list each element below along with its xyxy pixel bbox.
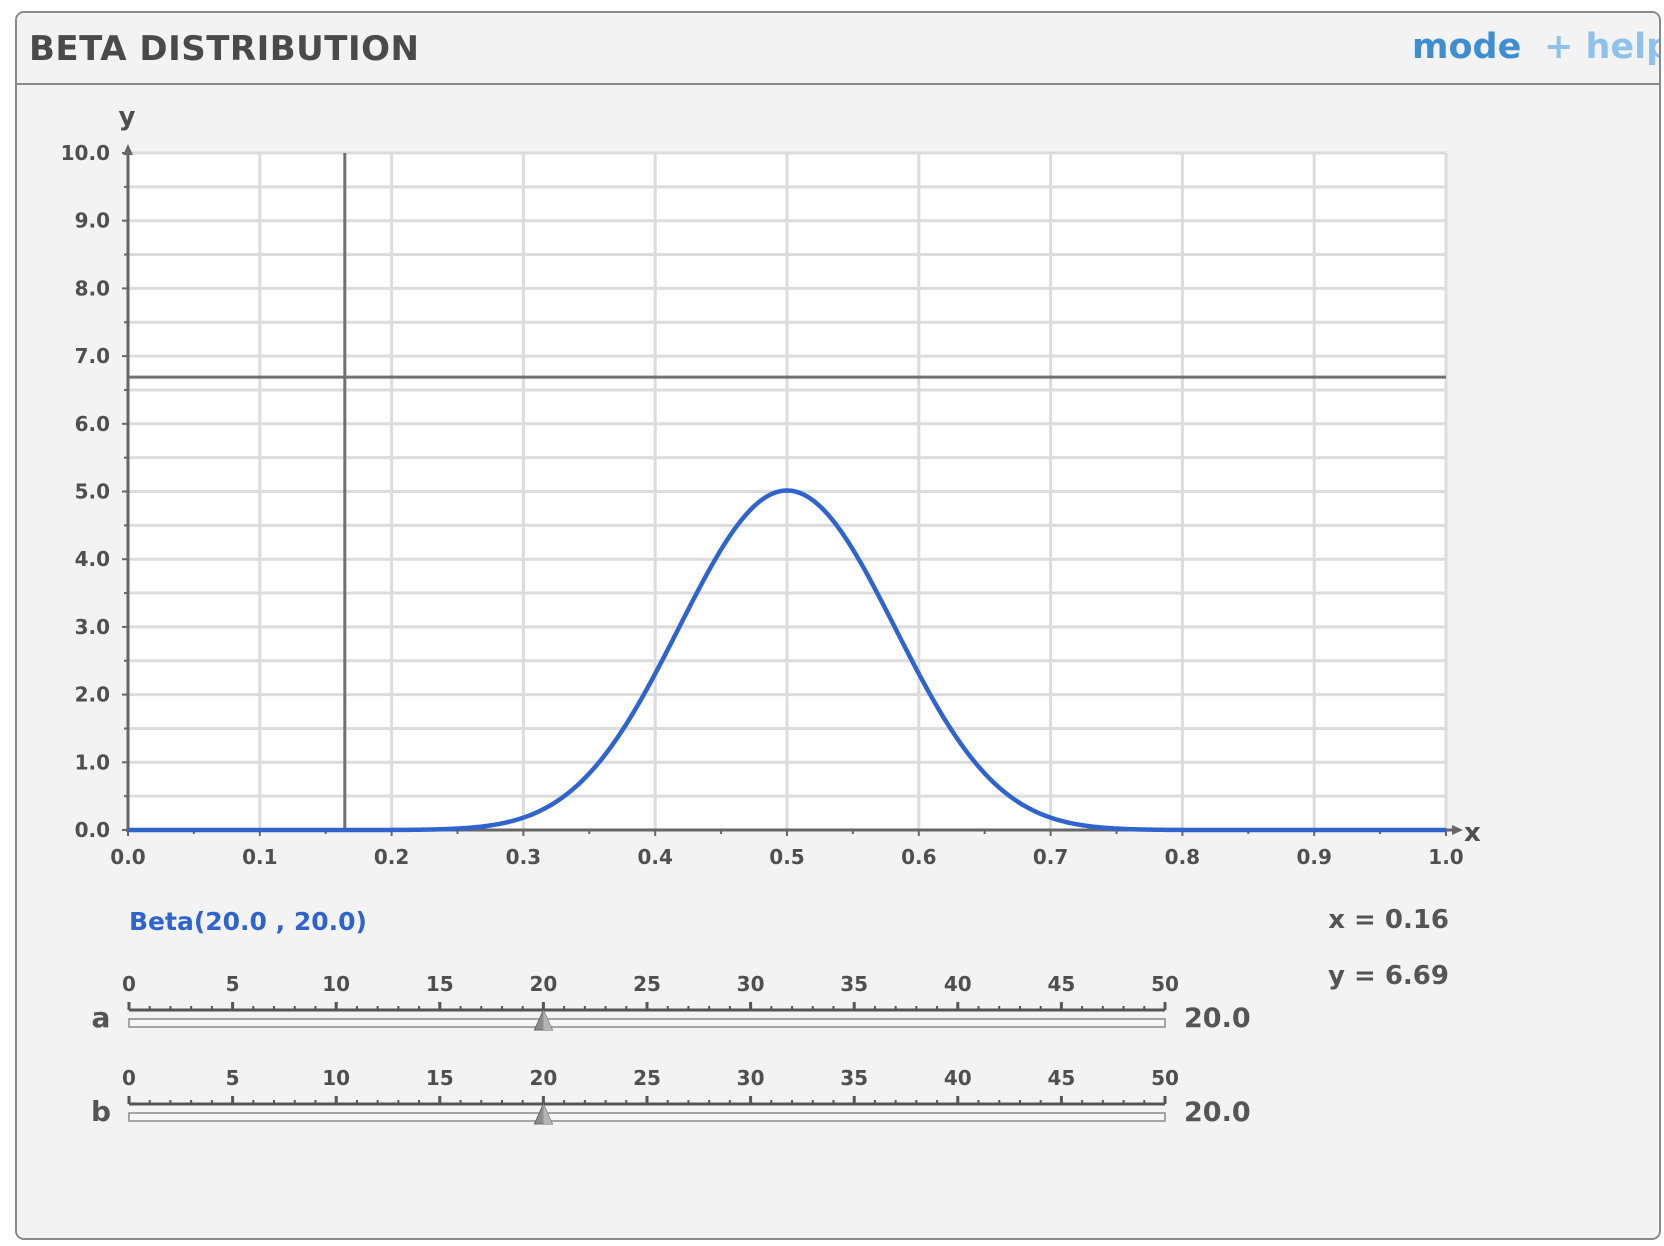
mode-link[interactable]: mode bbox=[1412, 27, 1522, 67]
parameter-sliders: 0 5 10 15 20 25 30 35 40 45 50 a 20.0 0 5 10 15 20 25 30 35 4… bbox=[91, 972, 1251, 1128]
slider-tick-label: 45 bbox=[1047, 972, 1075, 996]
slider-tick-label: 10 bbox=[322, 972, 350, 996]
title-bar: BETA DISTRIBUTION mode + help bbox=[17, 13, 1659, 85]
slider-tick-label: 35 bbox=[840, 972, 868, 996]
page-title: BETA DISTRIBUTION bbox=[29, 29, 420, 69]
slider-value-text: 20.0 bbox=[1184, 1097, 1251, 1128]
x-tick-label: 0.8 bbox=[1165, 845, 1200, 869]
x-tick-label: 0.0 bbox=[110, 845, 145, 869]
slider-tick-label: 25 bbox=[633, 972, 661, 996]
slider-value-text: 20.0 bbox=[1184, 1003, 1251, 1034]
x-tick-label: 0.5 bbox=[769, 845, 804, 869]
slider-tick-label: 0 bbox=[122, 1066, 136, 1090]
y-axis-label: y bbox=[119, 102, 136, 132]
x-axis-label: x bbox=[1464, 818, 1481, 848]
y-readout: y = 6.69 bbox=[1328, 961, 1449, 991]
y-tick-label: 4.0 bbox=[75, 547, 110, 571]
y-tick-label: 8.0 bbox=[75, 276, 110, 300]
slider-tick-label: 15 bbox=[426, 1066, 454, 1090]
slider-tick-label: 20 bbox=[529, 972, 557, 996]
y-tick-label: 7.0 bbox=[75, 344, 110, 368]
y-tick-label: 9.0 bbox=[75, 209, 110, 233]
y-tick-label: 0.0 bbox=[75, 818, 110, 842]
slider-tick-label: 45 bbox=[1047, 1066, 1075, 1090]
x-tick-label: 1.0 bbox=[1428, 845, 1463, 869]
slider-tick-label: 40 bbox=[944, 1066, 972, 1090]
series-label: Beta(20.0 , 20.0) bbox=[129, 907, 367, 936]
slider-tick-label: 40 bbox=[944, 972, 972, 996]
slider-tick-label: 20 bbox=[529, 1066, 557, 1090]
y-tick-label: 2.0 bbox=[75, 683, 110, 707]
x-axis-arrow bbox=[1452, 825, 1463, 835]
x-tick-label: 0.2 bbox=[374, 845, 409, 869]
y-tick-label: 6.0 bbox=[75, 412, 110, 436]
slider-tick-label: 35 bbox=[840, 1066, 868, 1090]
slider-param-name: b bbox=[91, 1095, 111, 1128]
slider-tick-label: 30 bbox=[737, 972, 765, 996]
slider-tick-label: 50 bbox=[1151, 1066, 1179, 1090]
slider-thumb-highlight[interactable] bbox=[543, 1010, 553, 1030]
help-link[interactable]: + help bbox=[1544, 27, 1661, 67]
slider-param-name: a bbox=[92, 1001, 111, 1034]
slider-a[interactable]: 0 5 10 15 20 25 30 35 40 45 50 a 20.0 bbox=[92, 972, 1251, 1034]
slider-tick-label: 0 bbox=[122, 972, 136, 996]
y-tick-label: 1.0 bbox=[75, 750, 110, 774]
crosshair bbox=[128, 153, 1446, 830]
x-tick-label: 0.9 bbox=[1296, 845, 1331, 869]
x-tick-label: 0.3 bbox=[506, 845, 541, 869]
slider-tick-label: 5 bbox=[226, 972, 240, 996]
x-readout: x = 0.16 bbox=[1328, 905, 1449, 935]
series-layer bbox=[127, 488, 1447, 833]
slider-tick-label: 5 bbox=[226, 1066, 240, 1090]
y-tick-label: 5.0 bbox=[75, 480, 110, 504]
y-tick-label: 10.0 bbox=[61, 141, 110, 165]
x-tick-label: 0.4 bbox=[637, 845, 672, 869]
slider-tick-label: 50 bbox=[1151, 972, 1179, 996]
y-tick-labels: 0.0 1.0 2.0 3.0 4.0 5.0 6.0 7.0 8.0 9.0 10.0 bbox=[61, 141, 110, 842]
x-tick-labels: 0.0 0.1 0.2 0.3 0.4 0.5 0.6 0.7 0.8 0.9 1.0 bbox=[110, 845, 1463, 869]
slider-thumb-highlight[interactable] bbox=[543, 1104, 553, 1124]
x-tick-label: 0.6 bbox=[901, 845, 936, 869]
slider-tick-label: 10 bbox=[322, 1066, 350, 1090]
slider-track[interactable] bbox=[128, 1018, 1166, 1028]
slider-tick-label: 30 bbox=[737, 1066, 765, 1090]
y-tick-label: 3.0 bbox=[75, 615, 110, 639]
slider-b[interactable]: 0 5 10 15 20 25 30 35 40 45 50 b 20.0 bbox=[91, 1066, 1251, 1128]
beta-pdf-curve-0 bbox=[127, 488, 1447, 833]
slider-tick-label: 15 bbox=[426, 972, 454, 996]
slider-track[interactable] bbox=[128, 1112, 1166, 1122]
slider-tick-label: 25 bbox=[633, 1066, 661, 1090]
x-tick-label: 0.1 bbox=[242, 845, 277, 869]
x-tick-label: 0.7 bbox=[1033, 845, 1068, 869]
